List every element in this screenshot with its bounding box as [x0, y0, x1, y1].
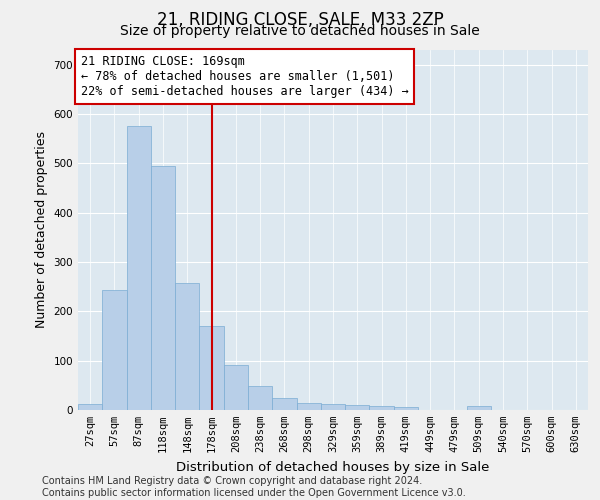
Bar	[199, 326, 224, 410]
Bar	[345, 404, 370, 410]
Bar	[321, 404, 345, 410]
Text: 21, RIDING CLOSE, SALE, M33 2ZP: 21, RIDING CLOSE, SALE, M33 2ZP	[157, 11, 443, 29]
Text: 21 RIDING CLOSE: 169sqm
← 78% of detached houses are smaller (1,501)
22% of semi: 21 RIDING CLOSE: 169sqm ← 78% of detache…	[80, 56, 409, 98]
Bar	[175, 283, 199, 410]
Bar	[127, 126, 151, 410]
Bar	[272, 398, 296, 410]
Bar	[78, 404, 102, 410]
Bar	[296, 403, 321, 410]
Text: Contains HM Land Registry data © Crown copyright and database right 2024.
Contai: Contains HM Land Registry data © Crown c…	[42, 476, 466, 498]
Y-axis label: Number of detached properties: Number of detached properties	[35, 132, 48, 328]
X-axis label: Distribution of detached houses by size in Sale: Distribution of detached houses by size …	[176, 460, 490, 473]
Bar	[467, 406, 491, 410]
Bar	[102, 290, 127, 410]
Bar	[248, 386, 272, 410]
Bar	[370, 406, 394, 410]
Bar	[151, 166, 175, 410]
Bar	[224, 364, 248, 410]
Text: Size of property relative to detached houses in Sale: Size of property relative to detached ho…	[120, 24, 480, 38]
Bar	[394, 406, 418, 410]
